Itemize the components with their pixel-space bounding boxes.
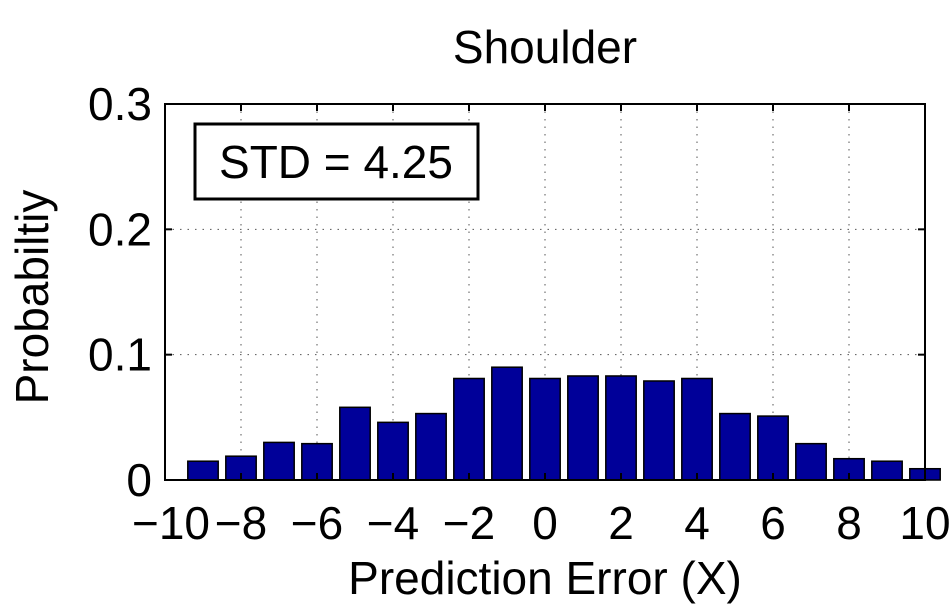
x-tick-label: −4 (367, 497, 419, 549)
x-tick-label: 8 (836, 497, 862, 549)
y-tick-label: 0.3 (88, 78, 152, 130)
x-tick-label: 2 (608, 497, 634, 549)
bar (795, 442, 827, 481)
x-tick-label: 10 (899, 497, 950, 549)
x-tick-label: −8 (215, 497, 267, 549)
x-tick-label: 4 (684, 497, 710, 549)
x-tick-label: 6 (760, 497, 786, 549)
bar (567, 375, 599, 481)
bar (681, 377, 713, 481)
x-tick-label: −2 (443, 497, 495, 549)
bar (263, 441, 295, 481)
bar (415, 412, 447, 481)
y-tick-label: 0.1 (88, 329, 152, 381)
bar (643, 380, 675, 481)
x-tick-label: −6 (291, 497, 343, 549)
y-tick-label: 0 (126, 454, 152, 506)
std-annotation: STD = 4.25 (193, 122, 480, 201)
bar (377, 421, 409, 481)
bar (339, 406, 371, 481)
bar (757, 415, 789, 481)
bar (187, 460, 219, 481)
x-tick-label: 0 (532, 497, 558, 549)
x-axis-label: Prediction Error (X) (348, 552, 742, 604)
bar (719, 412, 751, 481)
bar (453, 377, 485, 481)
y-tick-label: 0.2 (88, 203, 152, 255)
y-axis-label: Probabiltiy (6, 190, 58, 405)
std-annotation-box (193, 122, 480, 201)
std-annotation-text: STD = 4.25 (219, 136, 453, 188)
chart-title: Shoulder (453, 21, 637, 73)
y-tick-labels: 0 0.1 0.2 0.3 (88, 78, 152, 506)
bar (529, 377, 561, 481)
bar (871, 460, 903, 481)
axis-ticks (164, 103, 926, 481)
x-tick-labels: −10 −8 −6 −4 −2 0 2 4 6 8 10 (132, 497, 951, 549)
x-tick-label: −10 (132, 497, 210, 549)
grid-lines (165, 104, 925, 480)
bars (187, 366, 941, 481)
bar (605, 375, 637, 481)
bar (491, 366, 523, 481)
